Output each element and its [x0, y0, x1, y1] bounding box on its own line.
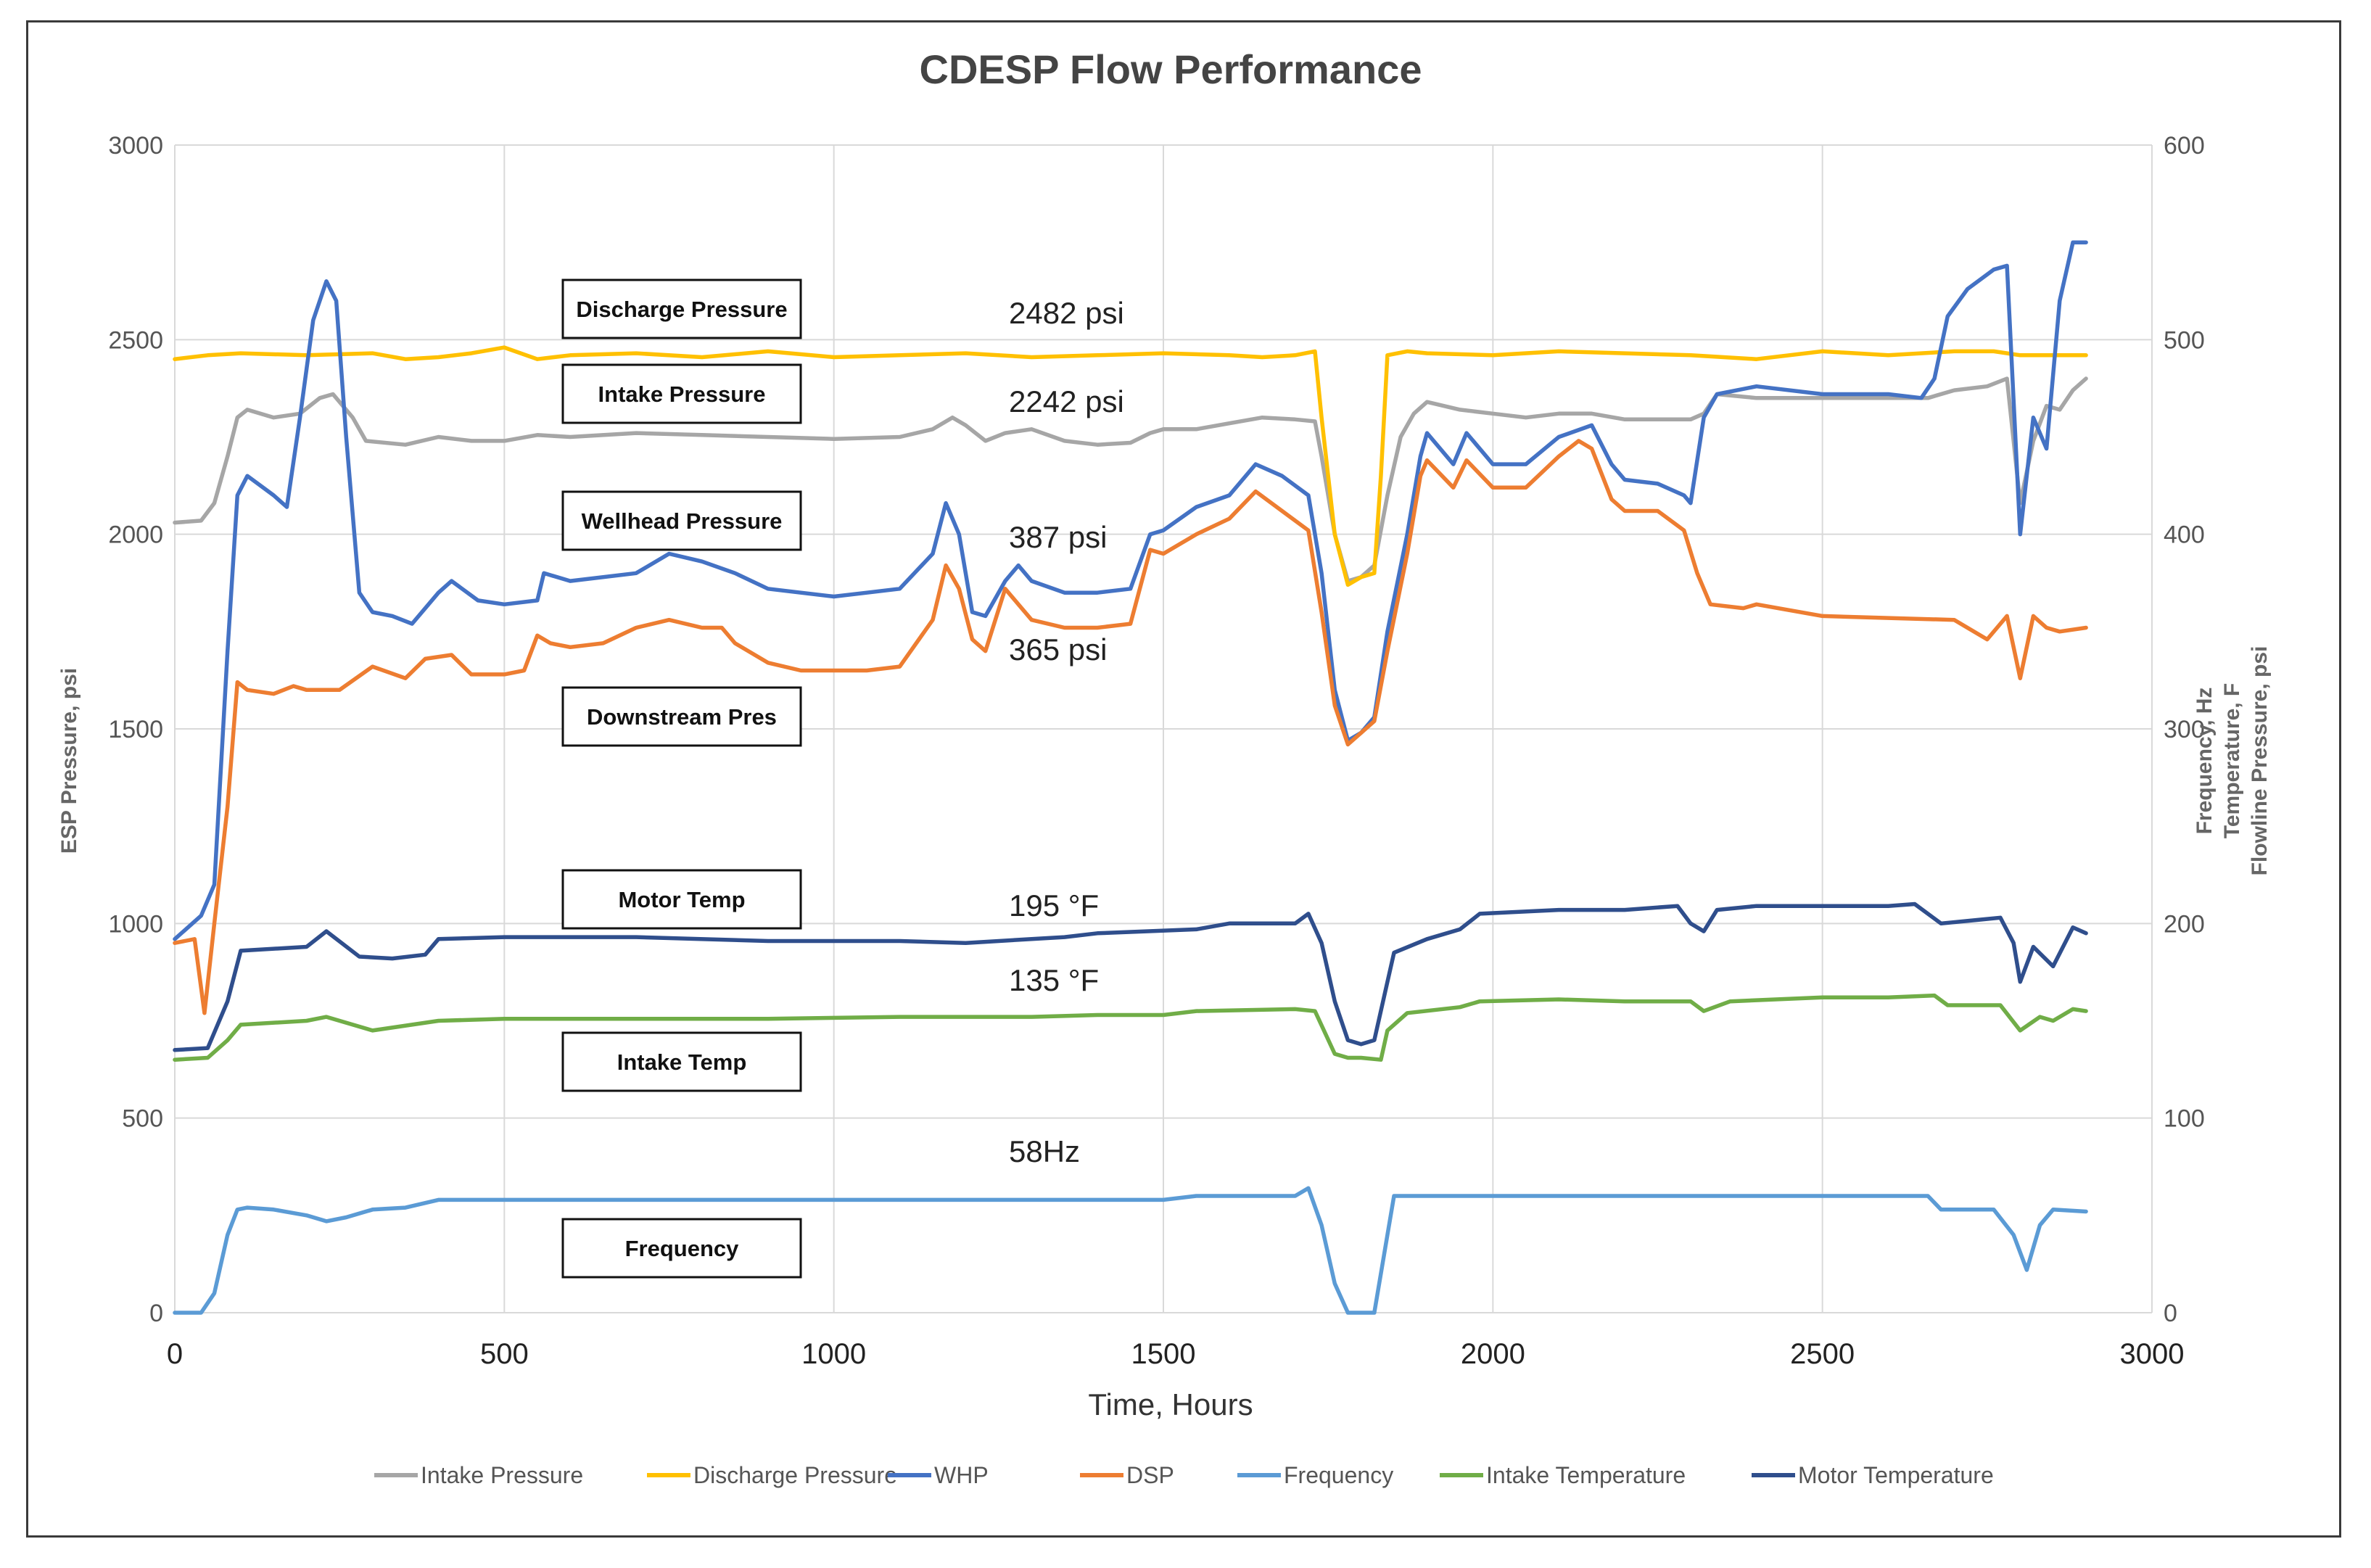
- y2-axis-label: Frequency, Hz Temperature, F Flowline Pr…: [2193, 646, 2272, 876]
- y-tick-label-3: 1500: [108, 716, 163, 743]
- y2-tick-label-4: 400: [2164, 521, 2205, 549]
- box-wellhead-pressure: [561, 490, 802, 551]
- box-discharge-pressure: [561, 278, 802, 339]
- y2-tick-label-2: 200: [2164, 910, 2205, 938]
- series-line-frequency: [173, 1186, 2088, 1315]
- x-tick-label-3: 1500: [1131, 1338, 1196, 1370]
- box-intake-temp: [561, 1031, 802, 1092]
- chart-frame: CDESP Flow Performance Discharge Pressur…: [26, 20, 2341, 1538]
- y-tick-label-1: 500: [122, 1105, 163, 1133]
- x-tick-label-0: 0: [167, 1338, 183, 1370]
- legend-label-discharge-pressure: Discharge Pressure: [693, 1462, 897, 1488]
- x-tick-label-6: 3000: [2120, 1338, 2185, 1370]
- x-axis-label: Time, Hours: [1088, 1387, 1253, 1421]
- y-tick-label-0: 0: [149, 1300, 163, 1327]
- series-line-dsp: [173, 439, 2088, 1015]
- box-frequency: [561, 1218, 802, 1279]
- annotation-motor-temp: 195 °F: [1009, 888, 1099, 923]
- chart-svg: CDESP Flow Performance Discharge Pressur…: [57, 46, 2272, 1488]
- series-line-discharge-pressure: [173, 345, 2088, 587]
- annotation-frequency: 58Hz: [1009, 1134, 1080, 1168]
- x-tick-label-5: 2500: [1790, 1338, 1855, 1370]
- box-wellhead-pressure-label: Wellhead Pressure: [582, 508, 783, 534]
- axis-ticks: 0 500 1000 1500 2000 2500 3000 0 100 200 300 400 500…: [108, 132, 2204, 1370]
- y-tick-label-2: 1000: [108, 910, 163, 938]
- legend-label-intake-pressure: Intake Pressure: [421, 1462, 583, 1488]
- value-annotations: 2482 psi 2242 psi 387 psi 365 psi 195 °F…: [1009, 296, 1124, 1168]
- legend-label-intake-temperature: Intake Temperature: [1486, 1462, 1686, 1488]
- y2-tick-label-1: 100: [2164, 1105, 2205, 1133]
- label-boxes: Discharge Pressure Intake Pressure Wellh…: [561, 278, 802, 1279]
- gridlines: [174, 144, 2153, 1313]
- y2-axis-label-line-2: Temperature, F: [2220, 683, 2244, 839]
- annotation-intake: 2242 psi: [1009, 384, 1124, 418]
- series-line-whp: [173, 240, 2088, 941]
- series-line-intake-temperature: [173, 993, 2088, 1062]
- x-tick-label-2: 1000: [801, 1338, 866, 1370]
- series-layer: [173, 240, 2088, 1315]
- legend-label-whp: WHP: [934, 1462, 989, 1488]
- x-tick-label-1: 500: [480, 1338, 529, 1370]
- y-tick-label-5: 2500: [108, 326, 163, 354]
- legend: Intake Pressure Discharge Pressure WHP DSP F…: [374, 1462, 1994, 1488]
- box-motor-temp-label: Motor Temp: [618, 887, 745, 912]
- legend-label-dsp: DSP: [1126, 1462, 1174, 1488]
- y2-axis-label-line-3: Flowline Pressure, psi: [2248, 646, 2272, 876]
- y2-tick-label-3: 300: [2164, 716, 2205, 743]
- box-discharge-pressure-label: Discharge Pressure: [576, 297, 787, 322]
- y2-tick-label-6: 600: [2164, 132, 2205, 160]
- legend-label-frequency: Frequency: [1284, 1462, 1393, 1488]
- box-motor-temp: [561, 869, 802, 930]
- y-tick-label-6: 3000: [108, 132, 163, 160]
- annotation-dsp: 365 psi: [1009, 632, 1107, 667]
- y-tick-label-4: 2000: [108, 521, 163, 549]
- box-intake-temp-label: Intake Temp: [617, 1049, 747, 1075]
- box-downstream-pres: [561, 686, 802, 747]
- annotation-discharge: 2482 psi: [1009, 296, 1124, 330]
- annotation-intake-temp: 135 °F: [1009, 963, 1099, 997]
- legend-label-motor-temperature: Motor Temperature: [1798, 1462, 1994, 1488]
- box-frequency-label: Frequency: [625, 1236, 740, 1261]
- chart-title: CDESP Flow Performance: [920, 46, 1422, 92]
- box-intake-pressure: [561, 363, 802, 424]
- x-tick-label-4: 2000: [1461, 1338, 1525, 1370]
- y2-axis-label-line-1: Frequency, Hz: [2193, 688, 2217, 835]
- annotation-whp: 387 psi: [1009, 520, 1107, 554]
- y2-tick-label-0: 0: [2164, 1300, 2177, 1327]
- series-line-intake-pressure: [173, 376, 2088, 583]
- y2-tick-label-5: 500: [2164, 326, 2205, 354]
- y-axis-label: ESP Pressure, psi: [57, 668, 81, 854]
- series-line-motor-temperature: [173, 901, 2088, 1052]
- box-downstream-pres-label: Downstream Pres: [587, 704, 777, 730]
- box-intake-pressure-label: Intake Pressure: [598, 381, 766, 407]
